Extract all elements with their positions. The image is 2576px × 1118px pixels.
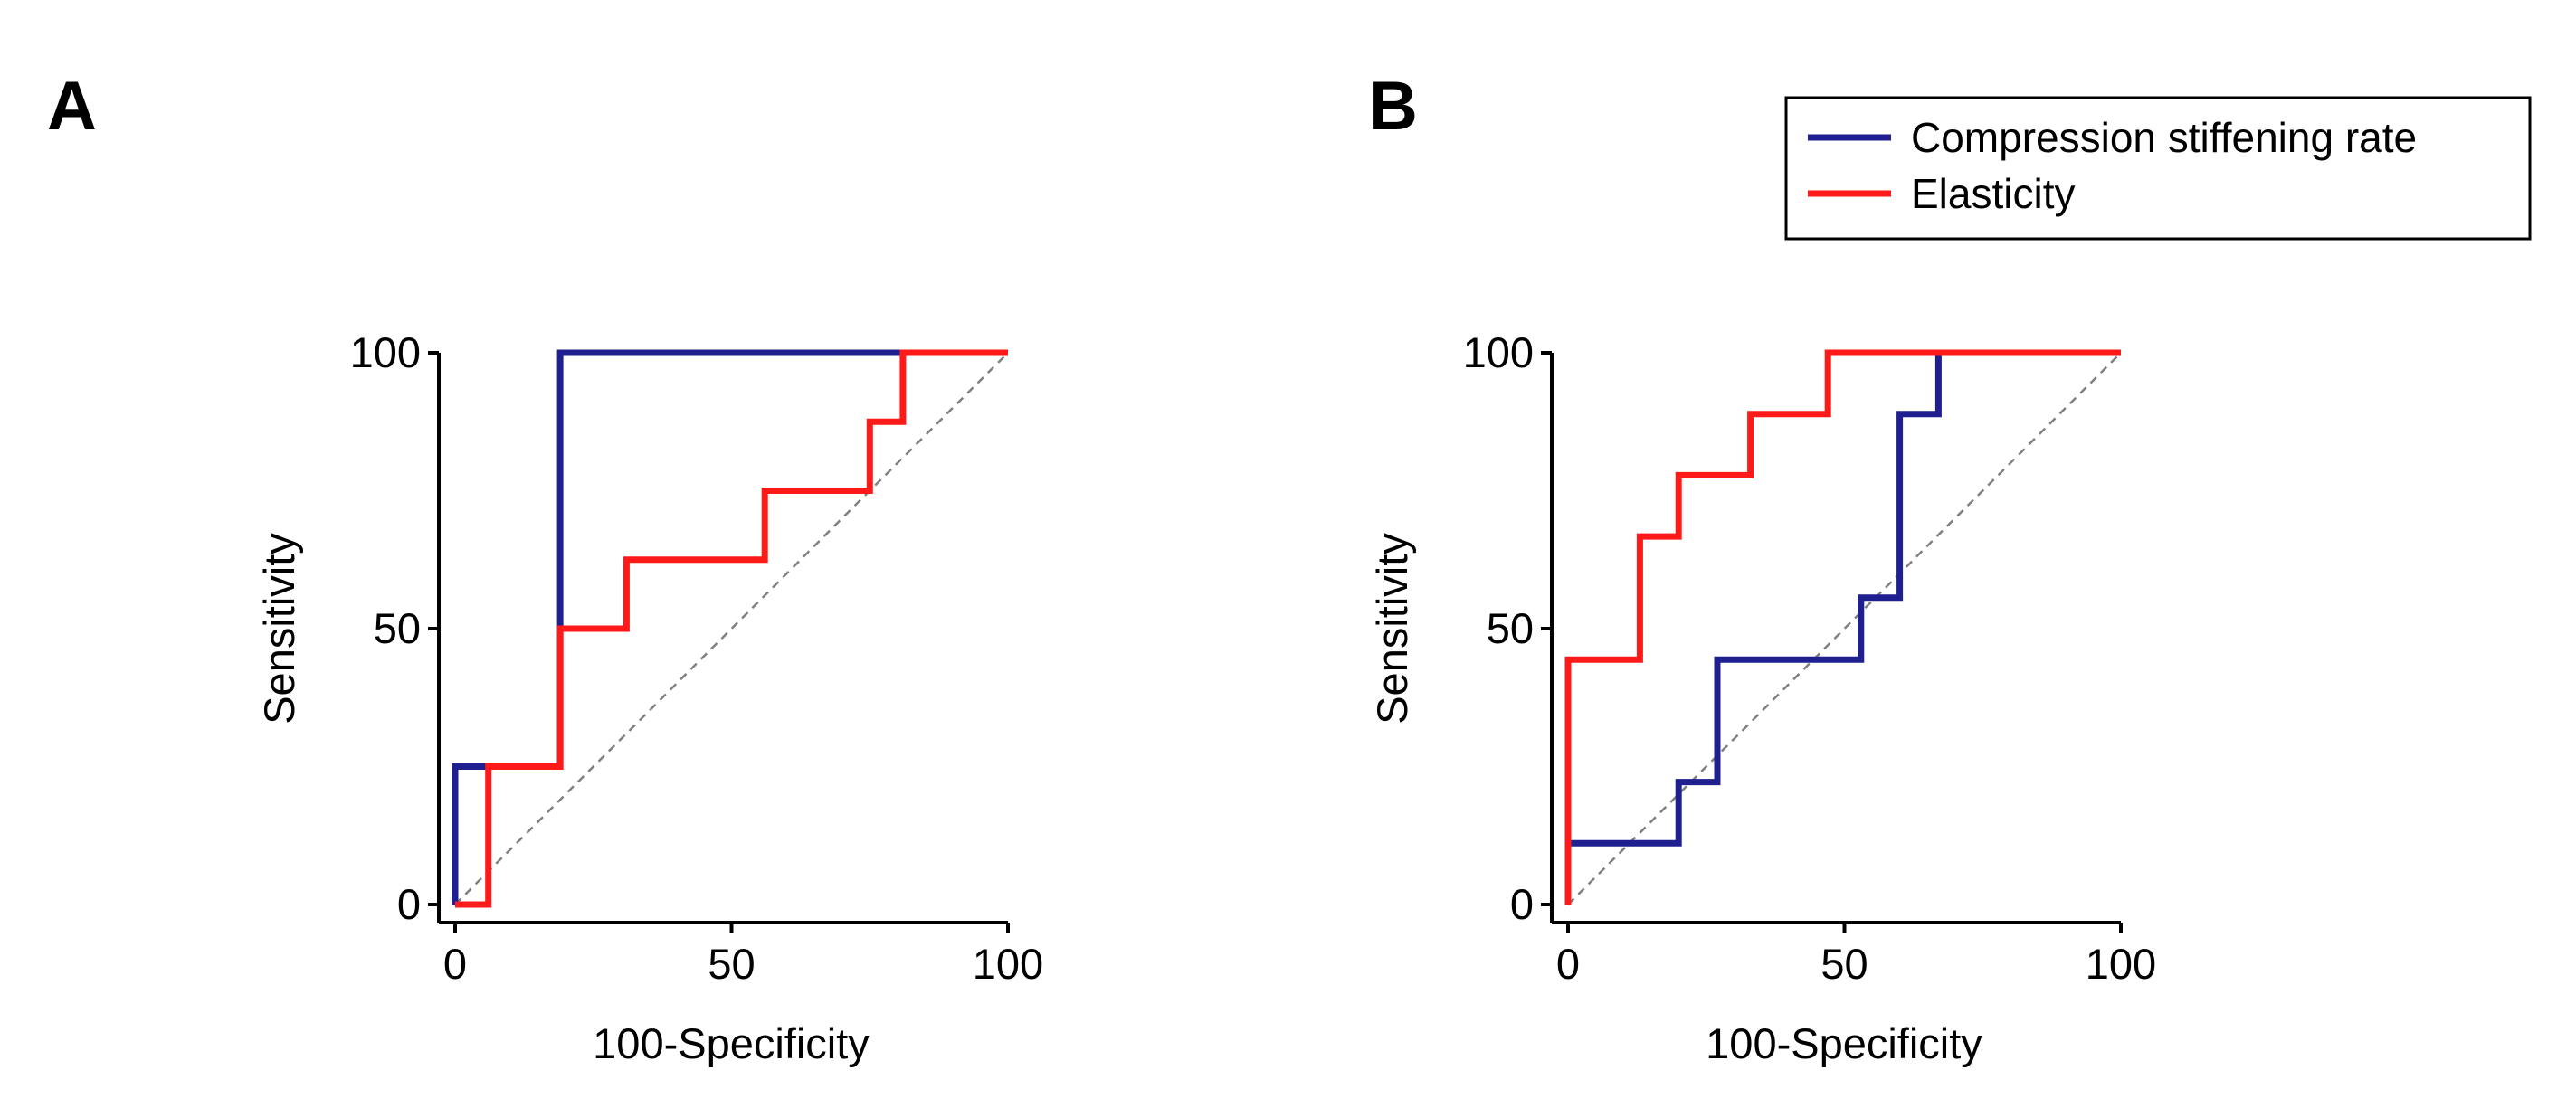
reference-diagonal-line [1567, 352, 2122, 905]
reference-diagonal-line [454, 352, 1009, 905]
legend-box [1784, 96, 2532, 241]
y-axis-title: Sensitivity [1368, 533, 1416, 725]
panel-letter-b: B [1368, 68, 1418, 145]
x-axis-title: 100-Specificity [593, 1019, 870, 1067]
x-axis-title: 100-Specificity [1706, 1019, 1982, 1067]
y-tick-label: 50 [1487, 604, 1534, 652]
x-tick-label: 50 [708, 940, 755, 988]
legend: Compression stiffening rate Elasticity [1784, 96, 2532, 241]
y-tick-label: 100 [1463, 328, 1534, 376]
panel-b: B 0 50 100 0 50 100 100-Specificity Sensitivity [1368, 68, 2156, 1067]
roc-line-compression-stiffening-rate [1564, 349, 2121, 905]
x-tick-label: 100 [973, 940, 1043, 988]
y-tick-label: 0 [1510, 880, 1534, 928]
panel-a: A 0 50 100 0 50 100 100-Specificity Sensitivity [47, 68, 1043, 1067]
y-tick-label: 100 [350, 328, 421, 376]
legend-label-elasticity: Elasticity [1911, 170, 2075, 217]
legend-label-compression-stiffening-rate: Compression stiffening rate [1911, 114, 2417, 161]
x-tick-label: 100 [2086, 940, 2156, 988]
y-tick-label: 50 [374, 604, 421, 652]
roc-line-elasticity [455, 349, 1008, 908]
roc-line-elasticity [1564, 349, 2121, 905]
x-tick-label: 50 [1820, 940, 1868, 988]
x-tick-label: 0 [1556, 940, 1580, 988]
y-axis-title: Sensitivity [255, 533, 303, 725]
y-tick-label: 0 [397, 880, 421, 928]
x-tick-label: 0 [443, 940, 467, 988]
panel-letter-a: A [47, 68, 97, 145]
